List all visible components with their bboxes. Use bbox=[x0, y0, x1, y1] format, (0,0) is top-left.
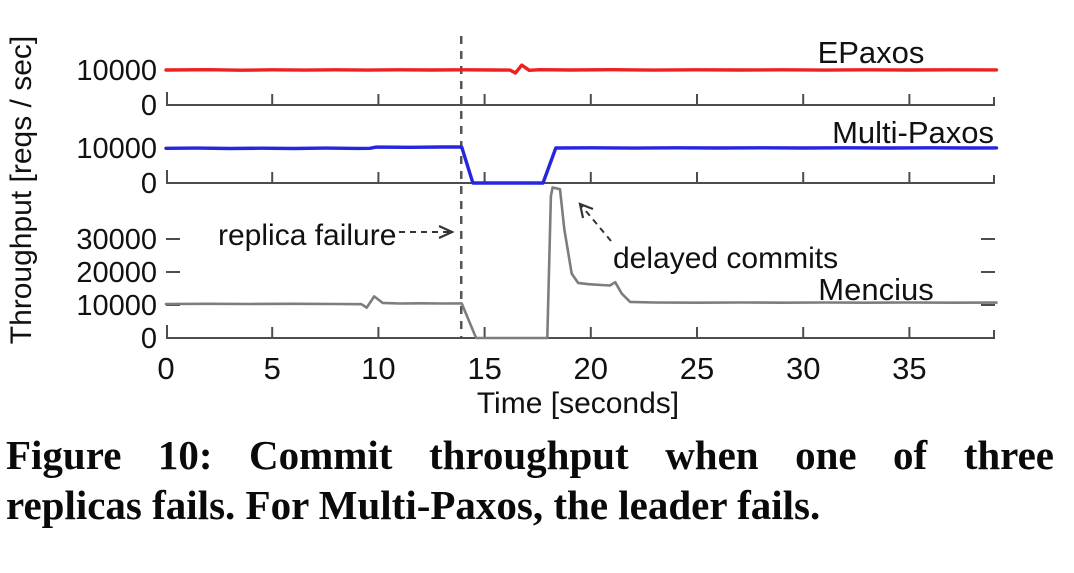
x-tick-label: 10 bbox=[361, 351, 395, 386]
x-tick-label: 30 bbox=[786, 351, 820, 386]
y-tick-label: 0 bbox=[141, 168, 157, 200]
delayed-commits-annotation: delayed commits bbox=[613, 242, 838, 275]
y-tick-label: 10000 bbox=[76, 290, 157, 322]
epaxos-line bbox=[164, 63, 999, 75]
y-tick-label: 0 bbox=[141, 323, 157, 355]
y-tick-label: 20000 bbox=[76, 257, 157, 289]
replica-failure-annotation: replica failure bbox=[218, 219, 396, 252]
x-tick-label: 5 bbox=[264, 351, 281, 386]
multi-paxos-line bbox=[164, 145, 999, 185]
y-tick-label: 0 bbox=[141, 90, 157, 122]
x-axis-title: Time [seconds] bbox=[477, 387, 679, 420]
figure-caption-line-2: replicas fails. For Multi-Paxos, the lea… bbox=[6, 482, 821, 528]
series-label-multi-paxos: Multi-Paxos bbox=[832, 115, 994, 150]
y-tick-label: 10000 bbox=[76, 133, 157, 165]
figure-caption-line-1: Figure 10: Commit throughput when one of… bbox=[6, 432, 1054, 478]
series-label-epaxos: EPaxos bbox=[818, 35, 925, 70]
figure-caption: Figure 10: Commit throughput when one of… bbox=[6, 430, 1054, 530]
y-tick-label: 10000 bbox=[76, 55, 157, 87]
x-tick-label: 35 bbox=[892, 351, 926, 386]
series-label-mencius: Mencius bbox=[818, 272, 933, 307]
mencius-line bbox=[164, 186, 998, 340]
throughput-chart-area: 0 10000 0 10000 0 10000 20000 30000 0 5 10 15 20 25 30… bbox=[5, 35, 999, 420]
y-tick-label: 30000 bbox=[76, 224, 157, 256]
y-axis-title: Throughput [reqs / sec] bbox=[5, 36, 38, 345]
x-tick-label: 0 bbox=[157, 351, 174, 386]
x-tick-label: 15 bbox=[467, 351, 501, 386]
annotation-arrowhead bbox=[578, 202, 594, 219]
x-tick-label: 25 bbox=[680, 351, 714, 386]
annotation-arrow-shaft bbox=[579, 203, 612, 242]
x-tick-label: 20 bbox=[574, 351, 608, 386]
annotation-arrowhead bbox=[438, 225, 455, 239]
